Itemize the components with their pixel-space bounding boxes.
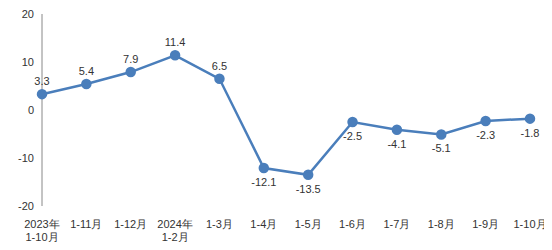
svg-text:-10: -10	[18, 152, 34, 164]
svg-text:-13.5: -13.5	[296, 183, 321, 195]
svg-text:1-5月: 1-5月	[295, 218, 322, 230]
svg-text:-5.1: -5.1	[432, 142, 451, 154]
svg-text:1-6月: 1-6月	[339, 218, 366, 230]
svg-text:-2.3: -2.3	[476, 129, 495, 141]
svg-text:1-8月: 1-8月	[428, 218, 455, 230]
svg-text:20: 20	[22, 8, 34, 20]
svg-text:6.5: 6.5	[212, 60, 227, 72]
svg-text:1-7月: 1-7月	[383, 218, 410, 230]
svg-text:11.4: 11.4	[165, 36, 186, 48]
svg-text:1-12月: 1-12月	[114, 218, 147, 230]
svg-text:-4.1: -4.1	[387, 138, 406, 150]
svg-text:2024年1-2月: 2024年1-2月	[157, 218, 192, 242]
svg-text:-12.1: -12.1	[251, 176, 276, 188]
svg-text:-2.5: -2.5	[343, 130, 362, 142]
svg-text:7.9: 7.9	[123, 53, 138, 65]
svg-text:1-10月: 1-10月	[513, 218, 544, 230]
svg-text:1-4月: 1-4月	[250, 218, 277, 230]
svg-text:1-11月: 1-11月	[70, 218, 102, 230]
svg-text:5.4: 5.4	[79, 65, 94, 77]
svg-text:-1.8: -1.8	[521, 127, 540, 139]
svg-text:10: 10	[22, 56, 34, 68]
svg-text:-20: -20	[18, 200, 34, 212]
svg-text:3.3: 3.3	[34, 75, 49, 87]
svg-text:2023年1-10月: 2023年1-10月	[24, 218, 59, 242]
svg-text:0: 0	[28, 104, 34, 116]
svg-text:1-9月: 1-9月	[472, 218, 499, 230]
svg-text:1-3月: 1-3月	[206, 218, 233, 230]
